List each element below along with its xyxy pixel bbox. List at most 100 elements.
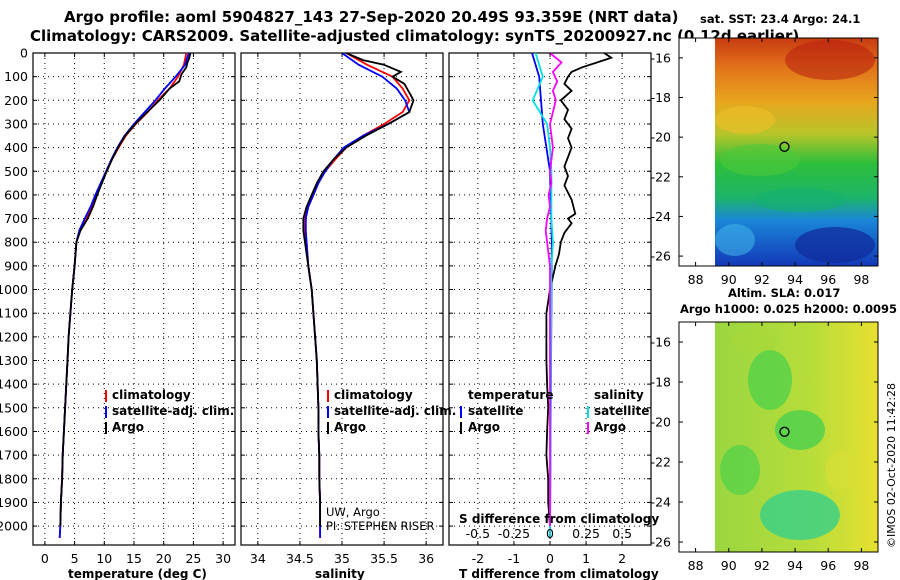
lat-tick-label: -16: [651, 335, 671, 350]
depth-tick-label: 1400: [0, 377, 28, 392]
temperature-legend: climatology satellite-adj. clim. Argo: [105, 388, 234, 434]
sla-map-field: [715, 322, 878, 552]
depth-tick-label: 1500: [0, 400, 28, 415]
sst-cold-patch: [795, 227, 875, 263]
x-tick-label: 35.5: [370, 551, 398, 566]
sla-patch: [720, 445, 760, 495]
lat-tick-label: -22: [651, 169, 671, 184]
salinity-series: [302, 53, 415, 538]
sst-map-title: sat. SST: 23.4 Argo: 24.1: [700, 12, 860, 26]
lon-tick-label: 98: [853, 558, 869, 573]
x-tick-label: 2: [618, 551, 626, 566]
lon-tick-label: 98: [853, 272, 869, 287]
lat-tick-label: -22: [651, 455, 671, 470]
x-tick-label: 0: [546, 551, 554, 566]
legend-title-salinity: salinity: [594, 388, 644, 402]
sst-map-field: [715, 38, 878, 266]
sst-map-lon-ticks: 88 90 92 94 96 98: [688, 38, 869, 287]
x-tick-label: -2: [472, 551, 484, 566]
lon-tick-label: 96: [820, 558, 836, 573]
salinity-grid: [241, 52, 443, 545]
sla-patch: [825, 450, 855, 490]
depth-axis: 0 100 200 300 400 500 600 700 800 900 1000 1100 1200…: [0, 46, 651, 534]
depth-tick-label: 400: [4, 140, 28, 155]
difference-top-x-ticks: -0.5 -0.25 0 0.25 0.5: [466, 526, 632, 541]
legend-label-argo: Argo: [334, 420, 366, 434]
depth-tick-label: 700: [4, 211, 28, 226]
x-tick-label: 30: [215, 551, 231, 566]
sst-warm-patch: [785, 40, 875, 80]
legend-label-satellite: satellite-adj. clim.: [112, 404, 234, 418]
difference-legend-temperature: temperature satellite Argo: [460, 388, 553, 434]
depth-tick-label: 500: [4, 164, 28, 179]
lon-tick-label: 94: [787, 558, 803, 573]
sla-map-title-1: Altim. SLA: 0.017: [728, 286, 840, 300]
lon-tick-label: 96: [820, 272, 836, 287]
depth-tick-label: 100: [4, 69, 28, 84]
sst-patch: [715, 106, 775, 134]
s-diff-tick-label: 0: [546, 526, 554, 541]
sla-map-lat-ticks: -16 -18 -20 -22 -24 -26: [651, 335, 878, 550]
sst-map-frame: [678, 37, 879, 267]
lat-tick-label: -24: [651, 209, 671, 224]
s-diff-tick-label: 0.25: [572, 526, 600, 541]
series-line-s-argo: [544, 53, 563, 527]
salinity-annotation-line-1: UW, Argo: [326, 505, 380, 519]
s-diff-tick-label: -0.5: [466, 526, 490, 541]
series-line-t-argo: [545, 53, 614, 527]
depth-tick-label: 1900: [0, 495, 28, 510]
lat-tick-label: -26: [651, 249, 671, 264]
title-line-2: Climatology: CARS2009. Satellite-adjuste…: [30, 27, 799, 45]
depth-tick-label: 1000: [0, 282, 28, 297]
x-tick-label: 10: [96, 551, 112, 566]
legend-label-argo: Argo: [112, 420, 144, 434]
lon-tick-label: 94: [787, 272, 803, 287]
x-tick-label: 25: [185, 551, 201, 566]
series-line-argo: [302, 53, 415, 527]
depth-tick-label: 1300: [0, 353, 28, 368]
x-tick-label: 1: [582, 551, 590, 566]
lat-tick-label: -18: [651, 90, 671, 105]
depth-tick-label: 0: [20, 46, 28, 61]
legend-label-satellite: satellite-adj. clim.: [334, 404, 456, 418]
float-position-marker: [779, 426, 790, 437]
sst-patch: [720, 144, 800, 176]
temperature-series: [58, 53, 192, 538]
difference-legend-salinity: salinity satellite Argo: [587, 388, 649, 434]
salinity-x-ticks: 34 34.5 35 35.5 36: [250, 53, 434, 566]
depth-tick-label: 600: [4, 187, 28, 202]
series-line-satellite-adj-clim-: [58, 53, 190, 538]
salinity-axis-label: salinity: [315, 567, 365, 580]
salinity-legend: climatology satellite-adj. clim. Argo UW…: [326, 388, 456, 533]
legend-label-t-satellite: satellite: [468, 404, 523, 418]
sla-map-title-2: Argo h1000: 0.025 h2000: 0.0095: [680, 302, 897, 316]
title-line-1: Argo profile: aoml 5904827_143 27-Sep-20…: [64, 8, 678, 26]
temperature-grid: [33, 52, 235, 545]
depth-tick-label: 1700: [0, 448, 28, 463]
sst-map-lat-ticks: -16 -18 -20 -22 -24 -26: [651, 50, 878, 264]
depth-tick-label: 1100: [0, 306, 28, 321]
sla-patch: [775, 410, 825, 450]
float-position-marker: [779, 141, 790, 152]
s-diff-tick-label: 0.5: [612, 526, 632, 541]
legend-label-s-argo: Argo: [594, 420, 626, 434]
s-diff-tick-label: -0.25: [498, 526, 530, 541]
sla-map-frame: [678, 321, 879, 553]
depth-tick-label: 1200: [0, 329, 28, 344]
lon-tick-label: 92: [754, 272, 770, 287]
legend-title-temperature: temperature: [468, 388, 553, 402]
sst-patch: [715, 224, 755, 256]
x-tick-label: 5: [71, 551, 79, 566]
depth-tick-label: 200: [4, 93, 28, 108]
lat-tick-label: -18: [651, 375, 671, 390]
series-line-satellite-adj-clim-: [304, 53, 411, 538]
lon-tick-label: 92: [754, 558, 770, 573]
depth-tick-label: 1600: [0, 424, 28, 439]
sla-patch: [748, 350, 792, 410]
difference-axis-label: T difference from climatology: [459, 567, 659, 580]
depth-tick-label: 2000: [0, 519, 28, 534]
x-tick-label: 35: [334, 551, 350, 566]
x-tick-label: 15: [126, 551, 142, 566]
lon-tick-label: 90: [721, 558, 737, 573]
